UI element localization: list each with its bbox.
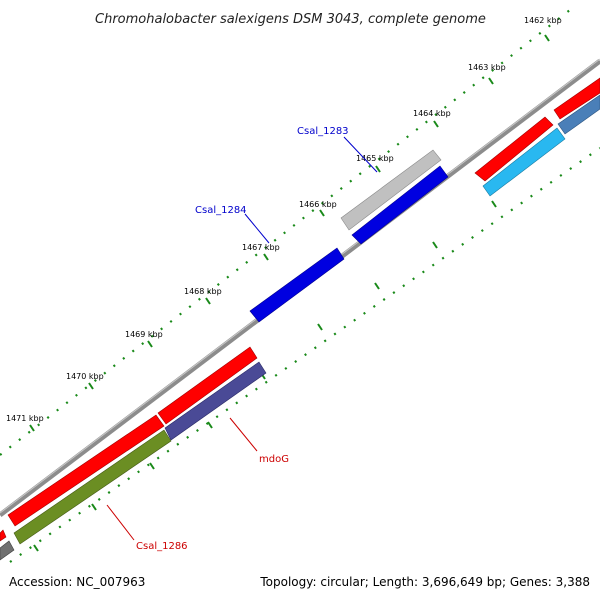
major-tick <box>544 34 550 42</box>
genome-summary-text: Topology: circular; Length: 3,696,649 bp… <box>259 575 590 589</box>
tick-label: 1467 kbp <box>242 243 280 252</box>
major-tick <box>29 424 35 432</box>
major-ticks <box>29 34 550 432</box>
gene-feature[interactable] <box>557 94 600 135</box>
map-title: Chromohalobacter salexigens DSM 3043, co… <box>95 12 486 27</box>
tick-label: 1471 kbp <box>6 414 44 423</box>
outer-tick-ring: 1462 kbp 1463 kbp 1464 kbp 1465 kbp 1466… <box>0 5 576 456</box>
inner-major-tick <box>317 323 323 331</box>
inner-major-tick <box>432 241 438 249</box>
gene-feature[interactable] <box>351 165 449 245</box>
gene-feature[interactable] <box>157 346 258 425</box>
inner-dotted-arc <box>9 147 600 563</box>
major-tick <box>147 340 153 348</box>
tick-label: 1464 kbp <box>413 109 451 118</box>
gene-feature[interactable] <box>482 127 566 197</box>
gene-feature[interactable] <box>553 77 600 120</box>
tick-label: 1462 kbp <box>524 16 562 25</box>
gene-features <box>0 77 600 561</box>
tick-label: 1466 kbp <box>299 200 337 209</box>
inner-major-tick <box>491 200 497 208</box>
major-tick <box>433 120 439 128</box>
tick-label: 1468 kbp <box>184 287 222 296</box>
gene-label-csal-1286-group: Csal_1286 <box>106 504 188 552</box>
inner-major-tick <box>33 544 39 552</box>
gene-label-mdog-group: mdoG <box>229 417 289 465</box>
gene-label-csal-1283-group: Csal_1283 <box>297 126 378 173</box>
tick-label: 1469 kbp <box>125 330 163 339</box>
gene-feature-csal-1284[interactable] <box>249 247 345 323</box>
gene-label-csal-1284-group: Csal_1284 <box>195 205 270 244</box>
gene-feature[interactable] <box>474 116 554 182</box>
gene-label-csal-1283[interactable]: Csal_1283 <box>297 126 349 137</box>
major-tick <box>375 165 381 173</box>
leader-line <box>229 417 258 452</box>
gene-label-mdog[interactable]: mdoG <box>259 454 289 465</box>
tick-labels: 1462 kbp 1463 kbp 1464 kbp 1465 kbp 1466… <box>6 16 562 423</box>
inner-major-tick <box>374 282 380 290</box>
major-tick <box>205 297 211 305</box>
leader-line <box>106 504 135 541</box>
gene-feature-mdog[interactable] <box>164 361 267 441</box>
gene-feature[interactable] <box>7 414 165 527</box>
tick-label: 1463 kbp <box>468 63 506 72</box>
major-tick <box>263 253 269 261</box>
leader-line <box>244 213 270 244</box>
major-tick <box>488 77 494 85</box>
gene-feature-csal-1283[interactable] <box>340 149 442 231</box>
leader-line <box>343 136 378 173</box>
gene-feature-csal-1286[interactable] <box>13 429 172 545</box>
inner-major-tick <box>207 421 213 429</box>
tick-label: 1465 kbp <box>356 154 394 163</box>
inner-major-tick <box>149 462 155 470</box>
tick-label: 1470 kbp <box>66 372 104 381</box>
accession-text: Accession: NC_007963 <box>9 575 145 589</box>
major-tick <box>319 209 325 217</box>
major-tick <box>88 382 94 390</box>
gene-label-csal-1286[interactable]: Csal_1286 <box>136 541 188 552</box>
gene-feature[interactable] <box>0 529 7 542</box>
gene-label-csal-1284[interactable]: Csal_1284 <box>195 205 247 216</box>
inner-major-tick <box>91 503 97 511</box>
outer-dotted-arc <box>0 5 576 456</box>
gene-feature[interactable] <box>0 540 15 561</box>
inner-tick-ring <box>9 147 600 563</box>
